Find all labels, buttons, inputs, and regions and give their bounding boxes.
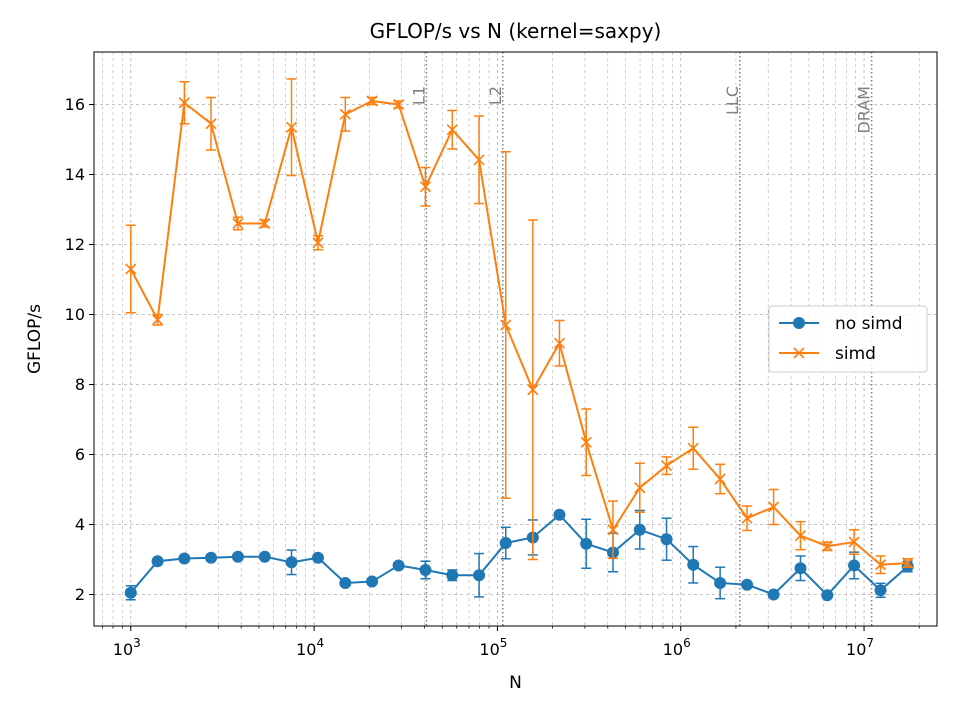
data-point — [500, 319, 512, 331]
data-point — [178, 97, 190, 109]
data-point — [633, 523, 646, 536]
reference-line-label: LLC — [723, 86, 742, 115]
data-point — [687, 442, 699, 454]
x-axis-label: N — [509, 673, 522, 693]
data-point — [285, 121, 298, 133]
data-point — [527, 384, 539, 396]
data-point — [714, 473, 726, 485]
data-point — [231, 550, 244, 563]
reference-lines: L1 L2 LLC DRAM — [409, 52, 874, 626]
data-point — [258, 550, 271, 563]
data-point — [768, 501, 780, 513]
y-tick-label: 10 — [65, 305, 85, 324]
y-axis-label: GFLOP/s — [25, 304, 45, 374]
data-point — [741, 578, 754, 591]
data-point — [285, 556, 298, 569]
data-point — [124, 586, 137, 599]
y-tick-label: 6 — [75, 445, 85, 464]
data-point — [874, 559, 887, 571]
legend-item: simd — [779, 344, 876, 364]
data-point — [151, 555, 164, 568]
data-point — [178, 552, 191, 565]
data-point — [366, 95, 378, 107]
data-point — [473, 569, 486, 582]
y-tick-label: 14 — [65, 165, 85, 184]
data-point — [312, 237, 324, 249]
reference-line-label: L1 — [409, 86, 428, 105]
data-point — [874, 584, 887, 597]
y-tick-label: 16 — [65, 95, 85, 114]
data-point — [794, 530, 807, 542]
data-point — [125, 263, 137, 275]
data-point — [580, 436, 592, 448]
data-point — [687, 558, 700, 571]
data-point — [553, 508, 566, 521]
series — [124, 78, 914, 602]
data-point — [553, 337, 566, 349]
data-point — [821, 589, 834, 602]
data-point — [794, 562, 807, 575]
data-point — [205, 551, 218, 564]
chart-title: GFLOP/s vs N (kernel=saxpy) — [370, 19, 662, 43]
data-point — [152, 314, 164, 326]
data-point — [660, 533, 673, 546]
data-point — [393, 98, 405, 111]
series-1 — [124, 508, 914, 602]
reference-line-label: L2 — [486, 86, 505, 105]
data-point — [848, 536, 860, 548]
data-point — [714, 576, 727, 589]
y-tick-label: 8 — [75, 375, 85, 394]
data-point — [499, 537, 512, 550]
plot-frame — [93, 51, 938, 627]
data-point — [446, 124, 458, 136]
data-point — [446, 569, 459, 582]
data-point — [634, 482, 646, 494]
data-point — [741, 512, 753, 524]
legend-item: no simd — [779, 314, 903, 334]
grid — [94, 52, 937, 626]
data-point — [311, 551, 324, 564]
data-point — [767, 588, 780, 601]
series-2 — [125, 78, 914, 575]
data-point — [339, 576, 352, 589]
data-point — [661, 460, 673, 472]
legend: no simd simd — [768, 305, 928, 373]
reference-line-label: DRAM — [855, 86, 874, 134]
data-point — [473, 154, 485, 166]
data-point — [848, 559, 861, 572]
legend-label: simd — [835, 344, 876, 364]
data-point — [339, 108, 351, 120]
data-point — [232, 217, 244, 230]
data-point — [366, 575, 379, 588]
legend-label: no simd — [835, 314, 903, 334]
y-tick-label: 2 — [75, 585, 85, 604]
y-tick-label: 4 — [75, 515, 85, 534]
data-point — [419, 564, 432, 576]
data-point — [607, 524, 619, 536]
data-point — [902, 557, 914, 569]
data-point — [580, 537, 593, 550]
data-point — [259, 217, 271, 230]
data-point — [821, 540, 833, 552]
data-point — [392, 559, 405, 572]
data-point — [205, 118, 217, 130]
y-tick-label: 12 — [65, 235, 85, 254]
data-point — [419, 181, 432, 193]
